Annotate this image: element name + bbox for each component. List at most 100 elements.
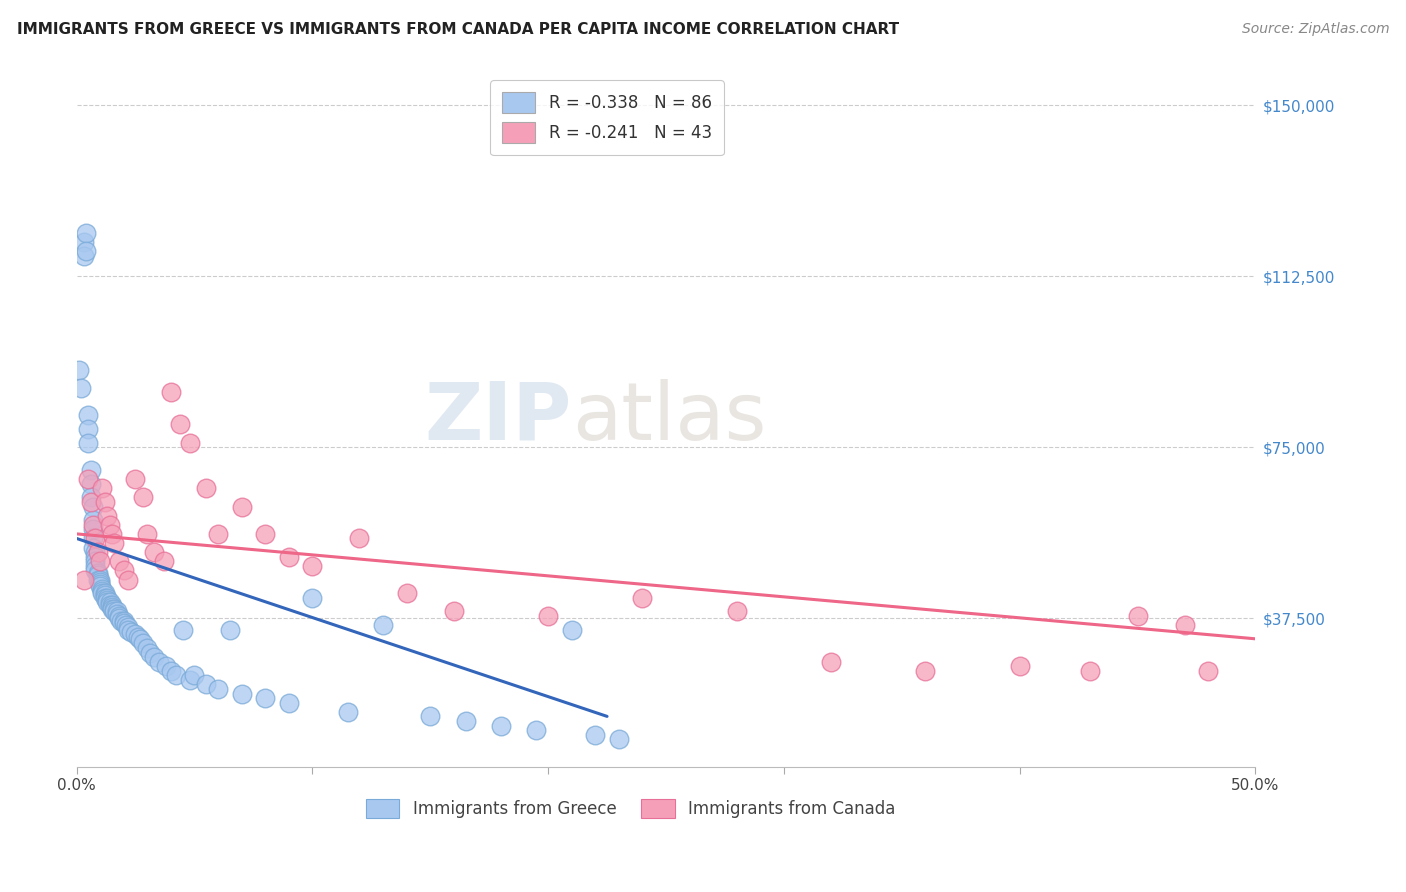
Point [82,517,104,532]
Point [254,527,277,541]
Point [131,491,153,505]
Point [1174,618,1197,632]
Point [301,558,323,573]
Point [143,650,166,665]
Point [103,536,125,550]
Point [136,527,159,541]
Point [524,723,547,737]
Point [179,673,201,687]
Point [254,691,277,706]
Point [231,687,253,701]
Point [84,549,107,564]
Point [80,463,103,477]
Point [115,618,138,632]
Point [454,714,477,728]
Point [152,554,174,568]
Point [127,630,149,644]
Point [129,632,152,646]
Point [82,500,104,514]
Point [631,591,654,605]
Point [105,607,128,621]
Point [89,554,111,568]
Point [87,545,110,559]
Point [195,677,218,691]
Point [914,664,936,678]
Point [96,593,118,607]
Point [112,563,135,577]
Point [103,604,125,618]
Point [96,591,118,605]
Point [218,623,240,637]
Point [108,609,131,624]
Point [103,602,125,616]
Point [89,574,111,589]
Point [117,620,139,634]
Point [75,226,97,240]
Point [84,532,107,546]
Point [136,640,159,655]
Point [108,611,131,625]
Point [98,598,121,612]
Point [336,705,359,719]
Point [82,513,104,527]
Point [96,508,118,523]
Point [1080,664,1102,678]
Point [143,545,166,559]
Point [112,615,135,630]
Point [84,554,107,568]
Point [561,623,583,637]
Point [207,681,229,696]
Point [155,659,177,673]
Point [89,579,111,593]
Point [117,573,139,587]
Point [91,481,114,495]
Point [77,422,100,436]
Point [77,472,100,486]
Point [87,566,110,580]
Point [87,568,110,582]
Point [725,604,748,618]
Point [89,577,111,591]
Point [489,718,512,732]
Point [108,554,131,568]
Text: atlas: atlas [572,378,766,457]
Point [112,614,135,628]
Point [1126,609,1149,624]
Point [101,602,124,616]
Point [72,235,94,249]
Point [207,527,229,541]
Point [80,476,103,491]
Point [82,532,104,546]
Point [165,668,187,682]
Point [172,623,194,637]
Point [277,549,299,564]
Point [179,435,201,450]
Point [82,541,104,555]
Point [67,362,90,376]
Legend: Immigrants from Greece, Immigrants from Canada: Immigrants from Greece, Immigrants from … [360,792,903,824]
Point [443,604,465,618]
Point [277,696,299,710]
Point [301,591,323,605]
Point [371,618,394,632]
Point [94,495,117,509]
Point [101,598,124,612]
Point [1008,659,1031,673]
Point [72,573,94,587]
Point [583,728,606,742]
Point [96,595,118,609]
Text: IMMIGRANTS FROM GREECE VS IMMIGRANTS FROM CANADA PER CAPITA INCOME CORRELATION C: IMMIGRANTS FROM GREECE VS IMMIGRANTS FRO… [17,22,898,37]
Point [89,573,111,587]
Point [82,522,104,536]
Point [87,573,110,587]
Point [1197,664,1219,678]
Point [117,623,139,637]
Point [820,655,842,669]
Point [231,500,253,514]
Point [105,604,128,618]
Point [138,646,160,660]
Point [77,435,100,450]
Point [160,385,183,400]
Point [120,624,142,639]
Point [98,595,121,609]
